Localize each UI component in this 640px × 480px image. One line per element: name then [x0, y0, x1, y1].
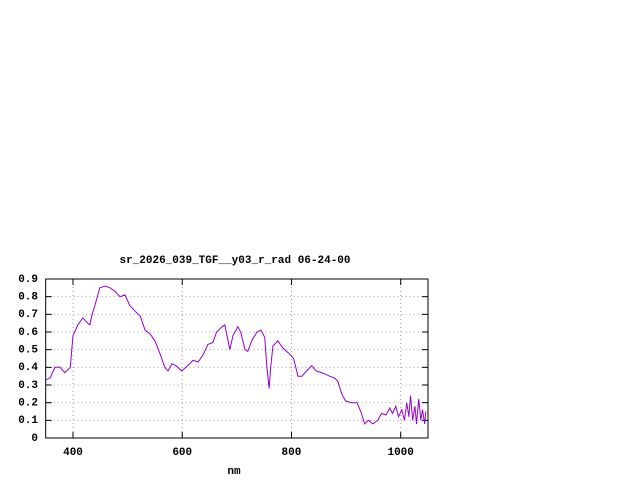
plot-frame: [45, 278, 429, 439]
x-tick-label: 400: [63, 447, 83, 459]
y-tick-label: 0.7: [18, 309, 38, 321]
chart-title: sr_2026_039_TGF__y03_r_rad 06-24-00: [119, 255, 350, 267]
y-tick-label: 0.9: [18, 274, 38, 286]
y-tick-label: 0.5: [18, 345, 38, 357]
y-tick-label: 0.2: [18, 398, 38, 410]
x-tick-label: 800: [282, 447, 302, 459]
y-tick-label: 0.6: [18, 327, 38, 339]
x-axis-label: nm: [227, 466, 241, 478]
x-tick-label: 1000: [387, 447, 413, 459]
data-line: [45, 285, 427, 425]
y-tick-label: 0.1: [18, 415, 38, 427]
y-tick-label: 0: [31, 433, 38, 445]
y-tick-label: 0.3: [18, 380, 38, 392]
y-tick-label: 0.8: [18, 292, 38, 304]
y-tick-label: 0.4: [18, 362, 38, 374]
x-tick-label: 600: [172, 447, 192, 459]
